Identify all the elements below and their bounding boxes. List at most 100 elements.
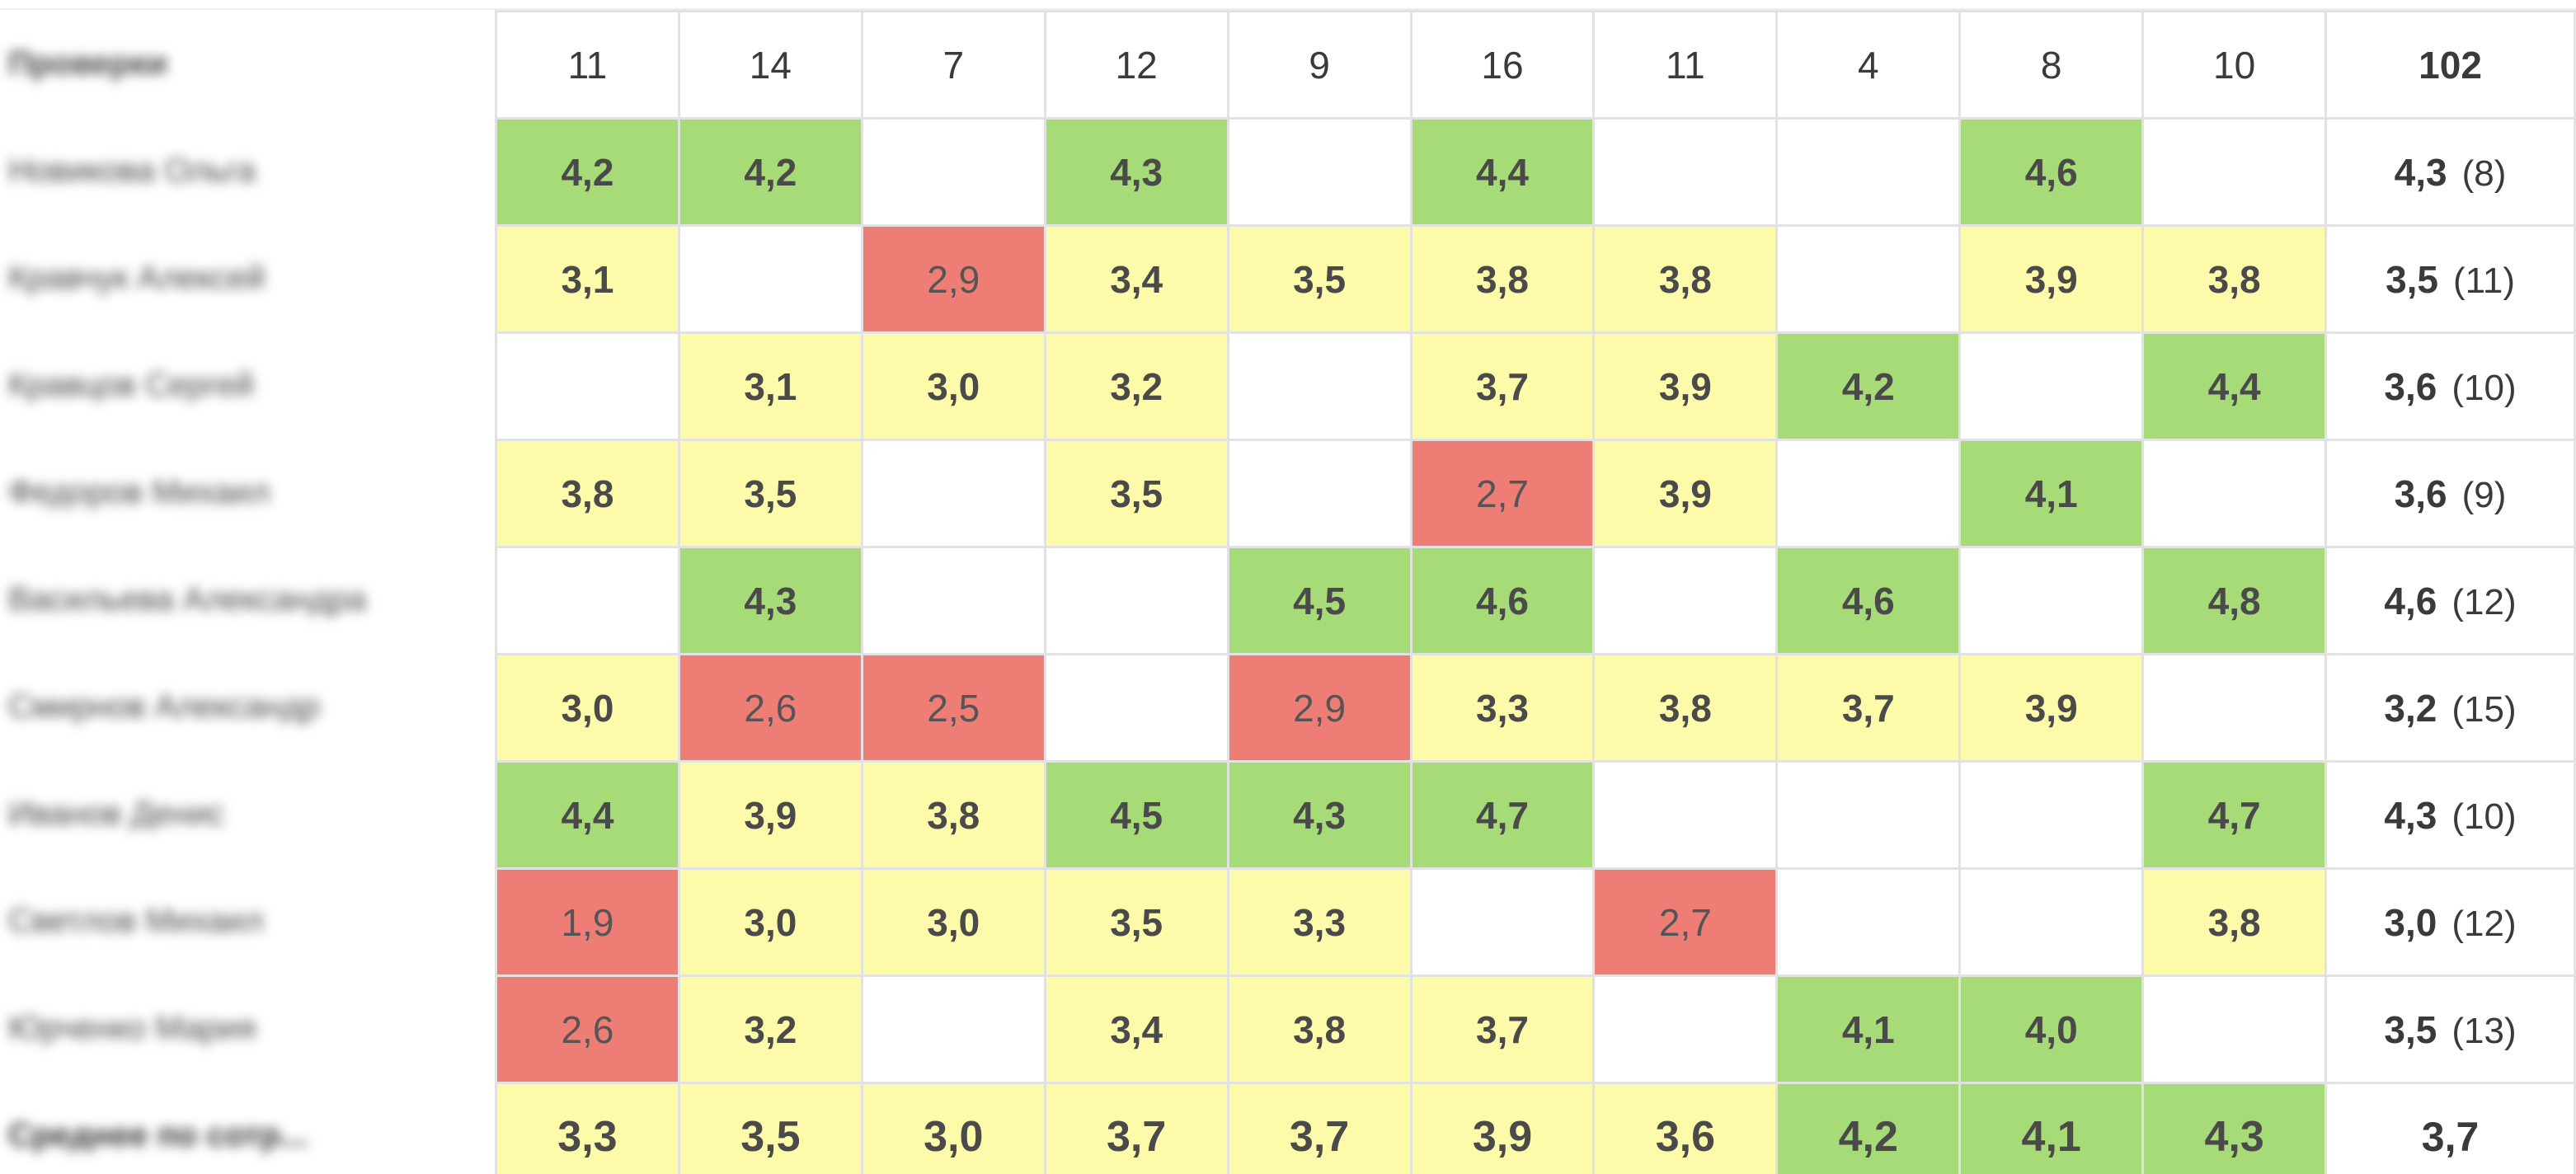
header-count-cell: 16 — [1409, 10, 1596, 120]
employee-name[interactable]: Федоров Михаил — [8, 473, 270, 510]
score-cell[interactable]: 3,8 — [860, 760, 1046, 870]
score-cell[interactable]: 3,0 — [860, 867, 1046, 977]
employee-total-cell: 3,6 (10) — [2325, 331, 2576, 441]
score-cell[interactable]: 3,5 — [1043, 867, 1229, 977]
score-cell[interactable]: 2,6 — [495, 974, 680, 1084]
score-cell[interactable]: 3,8 — [1592, 224, 1779, 334]
score-cell — [1775, 439, 1962, 548]
score-cell[interactable]: 3,2 — [1043, 331, 1229, 441]
score-cell[interactable]: 4,2 — [1775, 331, 1962, 441]
score-cell[interactable]: 3,8 — [2141, 867, 2328, 977]
employee-name[interactable]: Кравчук Алексей — [8, 259, 266, 296]
score-cell[interactable]: 4,2 — [1775, 1082, 1962, 1174]
score-cell[interactable]: 4,2 — [495, 117, 680, 227]
table-row: 3,0 2,6 2,5 2,9 3,3 3,8 3,7 3,9 3,2 (15) — [495, 653, 2576, 763]
score-cell[interactable]: 4,6 — [1958, 117, 2145, 227]
score-cell[interactable]: 3,7 — [1409, 331, 1596, 441]
score-cell[interactable]: 3,4 — [1043, 974, 1229, 1084]
score-cell[interactable]: 4,3 — [1226, 760, 1413, 870]
score-cell[interactable]: 4,4 — [2141, 331, 2328, 441]
score-cell[interactable]: 3,9 — [1592, 331, 1779, 441]
score-cell[interactable]: 2,7 — [1409, 439, 1596, 548]
score-cell[interactable]: 3,9 — [677, 760, 863, 870]
score-cell[interactable]: 4,6 — [1409, 546, 1596, 655]
score-cell — [860, 974, 1046, 1084]
employee-name[interactable]: Кравцов Сергей — [8, 366, 254, 403]
score-cell[interactable]: 4,5 — [1043, 760, 1229, 870]
score-cell[interactable]: 2,7 — [1592, 867, 1779, 977]
score-cell[interactable]: 4,6 — [1775, 546, 1962, 655]
employee-total-cell: 3,0 (12) — [2325, 867, 2576, 977]
score-cell[interactable]: 4,1 — [1958, 439, 2145, 548]
score-cell[interactable]: 3,0 — [860, 331, 1046, 441]
score-cell[interactable]: 4,3 — [677, 546, 863, 655]
table-row: 4,3 4,5 4,6 4,6 4,8 4,6 (12) — [495, 546, 2576, 655]
score-cell[interactable]: 3,4 — [1043, 224, 1229, 334]
score-cell[interactable]: 3,6 — [1592, 1082, 1779, 1174]
score-cell[interactable]: 3,7 — [1775, 653, 1962, 763]
score-cell[interactable]: 4,7 — [2141, 760, 2328, 870]
header-count-cell: 11 — [1592, 10, 1779, 120]
score-cell[interactable]: 3,9 — [1592, 439, 1779, 548]
score-cell[interactable]: 4,7 — [1409, 760, 1596, 870]
score-cell[interactable]: 3,0 — [495, 653, 680, 763]
score-cell[interactable]: 3,8 — [2141, 224, 2328, 334]
score-cell[interactable]: 3,8 — [495, 439, 680, 548]
score-cell[interactable]: 4,5 — [1226, 546, 1413, 655]
score-cell[interactable]: 4,0 — [1958, 974, 2145, 1084]
score-cell[interactable]: 4,4 — [1409, 117, 1596, 227]
employee-total-cell: 3,5 (11) — [2325, 224, 2576, 334]
score-cell[interactable]: 3,3 — [495, 1082, 680, 1174]
score-cell[interactable]: 3,7 — [1226, 1082, 1413, 1174]
score-cell — [1226, 331, 1413, 441]
score-cell[interactable]: 3,5 — [677, 439, 863, 548]
score-cell[interactable]: 4,8 — [2141, 546, 2328, 655]
score-cell[interactable]: 3,3 — [1409, 653, 1596, 763]
score-cell[interactable]: 4,4 — [495, 760, 680, 870]
score-cell[interactable]: 3,5 — [1043, 439, 1229, 548]
check-count: (8) — [2461, 153, 2507, 194]
employee-total-cell: 3,6 (9) — [2325, 439, 2576, 548]
score-cell[interactable]: 3,5 — [1226, 224, 1413, 334]
score-cell[interactable]: 3,7 — [1409, 974, 1596, 1084]
score-cell[interactable]: 3,2 — [677, 974, 863, 1084]
score-cell[interactable]: 1,9 — [495, 867, 680, 977]
score-cell[interactable]: 3,9 — [1409, 1082, 1596, 1174]
score-cell[interactable]: 4,1 — [1775, 974, 1962, 1084]
score-cell — [860, 117, 1046, 227]
employee-total-cell: 4,3 (8) — [2325, 117, 2576, 227]
score-cell[interactable]: 3,8 — [1409, 224, 1596, 334]
score-cell[interactable]: 4,1 — [1958, 1082, 2145, 1174]
score-cell[interactable]: 4,3 — [1043, 117, 1229, 227]
score-cell[interactable]: 2,9 — [860, 224, 1046, 334]
score-cell[interactable]: 3,8 — [1592, 653, 1779, 763]
employee-name[interactable]: Смирнов Александр — [8, 688, 320, 725]
score-cell[interactable]: 3,0 — [677, 867, 863, 977]
header-row: 11 14 7 12 9 16 11 4 8 10 102 — [495, 10, 2576, 120]
employee-name[interactable]: Светлов Михаил — [8, 902, 264, 939]
score-cell[interactable]: 3,9 — [1958, 653, 2145, 763]
header-count-cell: 10 — [2141, 10, 2328, 120]
score-cell[interactable]: 3,1 — [677, 331, 863, 441]
score-cell[interactable]: 3,8 — [1226, 974, 1413, 1084]
score-cell[interactable]: 2,5 — [860, 653, 1046, 763]
score-cell — [1592, 760, 1779, 870]
score-cell[interactable]: 3,1 — [495, 224, 680, 334]
employee-name[interactable]: Васильева Александра — [8, 580, 367, 618]
score-cell[interactable]: 2,6 — [677, 653, 863, 763]
score-cell[interactable]: 2,9 — [1226, 653, 1413, 763]
score-cell — [2141, 439, 2328, 548]
score-cell[interactable]: 4,3 — [2141, 1082, 2328, 1174]
employee-name[interactable]: Юрченко Мария — [8, 1009, 256, 1046]
employee-name[interactable]: Иванов Денис — [8, 795, 225, 832]
score-cell[interactable]: 3,9 — [1958, 224, 2145, 334]
score-cell[interactable]: 3,0 — [860, 1082, 1046, 1174]
score-cell[interactable]: 4,2 — [677, 117, 863, 227]
header-count-cell: 9 — [1226, 10, 1413, 120]
score-cell[interactable]: 3,3 — [1226, 867, 1413, 977]
average-row-label[interactable]: Среднее по сотр... — [8, 1116, 308, 1153]
header-total-cell: 102 — [2325, 10, 2576, 120]
employee-name[interactable]: Новикова Ольга — [8, 152, 256, 189]
score-cell[interactable]: 3,5 — [677, 1082, 863, 1174]
score-cell[interactable]: 3,7 — [1043, 1082, 1229, 1174]
